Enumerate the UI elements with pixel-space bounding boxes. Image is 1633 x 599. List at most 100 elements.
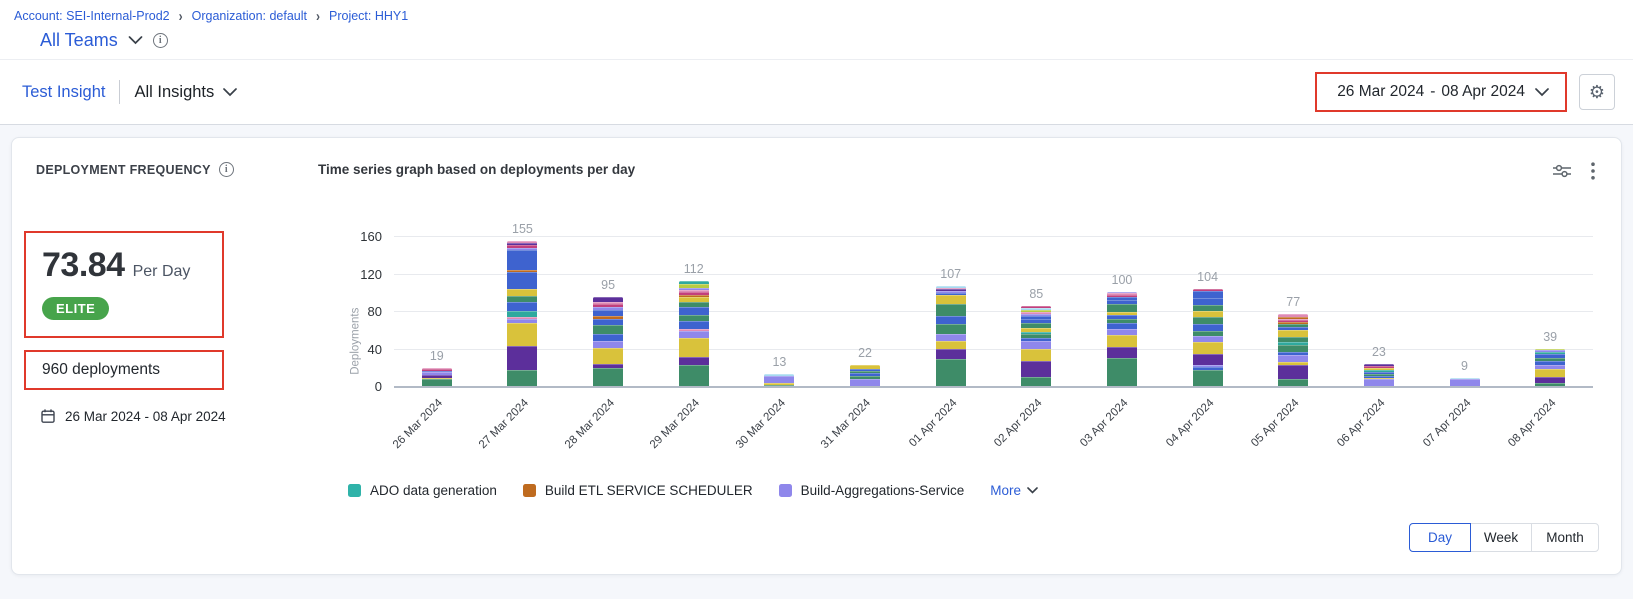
legend-more-link[interactable]: More [990,483,1038,498]
bar[interactable] [935,285,966,386]
widget-menu-button[interactable] [1591,162,1595,185]
legend-item[interactable]: Build ETL SERVICE SCHEDULER [522,483,753,498]
x-tick-label: 06 Apr 2024 [1335,397,1388,450]
team-selector[interactable]: All Teams [40,30,118,50]
chevron-down-icon [1535,87,1549,97]
bar-segment [593,296,624,302]
bar-value-label: 85 [1029,287,1044,302]
bar-segment [678,283,709,288]
chart-title: Time series graph based on deployments p… [318,162,636,177]
bar-segment [1278,365,1309,379]
breadcrumb-separator-icon: › [316,7,320,25]
breadcrumb-account-link[interactable]: Account: SEI-Internal-Prod2 [14,9,170,23]
info-icon[interactable]: i [152,33,168,48]
bar-segment [593,318,624,326]
bar[interactable] [421,368,452,386]
bar-segment [1192,367,1223,371]
bar-segment [1535,376,1566,384]
granularity-month-button[interactable]: Month [1531,523,1599,552]
bar-segment [1363,373,1394,376]
bar-segment [1106,357,1137,386]
x-tick-label: 02 Apr 2024 [992,397,1045,450]
bar-segment [678,314,709,322]
bar-segment [1021,334,1052,339]
bar-segment [678,330,709,339]
insights-dropdown[interactable]: All Insights [134,83,238,102]
bar-segment [1021,315,1052,319]
bar[interactable] [593,296,624,386]
settings-button[interactable]: ⚙ [1579,74,1615,110]
bar[interactable] [850,365,881,386]
bar-segment [507,250,538,270]
bar-segment [1021,338,1052,341]
bar-segment [507,242,538,246]
x-tick-label: 04 Apr 2024 [1163,397,1217,450]
date-range-selector[interactable]: 26 Mar 2024-08 Apr 2024 [1315,72,1567,112]
bar-segment [507,248,538,251]
bar[interactable] [764,373,795,386]
bar-segment [850,371,881,373]
x-axis-labels: 26 Mar 2024 27 Mar 2024 28 Mar 2024 29 Mar … [391,387,1593,471]
bar-segment [593,368,624,386]
bar[interactable] [1278,313,1309,386]
x-tick-label: 26 Mar 2024 [391,397,446,452]
bar-segment [421,368,452,370]
bar[interactable] [1535,349,1566,386]
insight-right: 26 Mar 2024-08 Apr 2024 ⚙ [1315,72,1615,112]
bar-segment [935,285,966,288]
insight-name-link[interactable]: Test Insight [22,82,106,101]
info-icon[interactable]: i [218,162,234,177]
bar-segment [1106,299,1137,304]
bar-segment [1021,308,1052,311]
bar-segment [1449,379,1480,386]
granularity-week-button[interactable]: Week [1470,523,1532,552]
bar-segment [1106,295,1137,297]
bar[interactable] [507,240,538,386]
bar[interactable] [678,281,709,386]
legend-swatch [522,484,536,497]
legend-item[interactable]: Build-Aggregations-Service [778,483,964,498]
breadcrumb-project-link[interactable]: Project: HHY1 [329,9,409,23]
bar-segment [507,269,538,272]
bar-segment [507,311,538,317]
bar[interactable] [1449,377,1480,386]
chevron-down-icon[interactable] [128,36,143,45]
bar-segment [1106,335,1137,347]
bar-segment [421,378,452,386]
bar[interactable] [1363,364,1394,386]
bar-value-label: 13 [772,354,787,369]
metric-annotation-box: 73.84 Per Day ELITE [24,231,224,338]
bar-segment [593,347,624,364]
calendar-icon [40,408,56,424]
bar-segment [935,289,966,292]
bar-segment [507,240,538,243]
bar-segment [1106,314,1137,320]
gear-icon: ⚙ [1588,81,1606,102]
x-tick-label: 31 Mar 2024 [819,397,874,452]
bar-segment [1535,360,1566,366]
x-tick-label: 07 Apr 2024 [1420,397,1474,450]
bar[interactable] [1106,292,1137,386]
stacked-bar-plot: 0 40 80 120 160 19 155 95 112 13 22 107 85 100 104 77 23… [360,222,1593,394]
bar-segment [1106,296,1137,300]
legend-label: ADO data generation [370,483,497,498]
bar-segment [421,374,452,378]
granularity-day-button[interactable]: Day [1409,523,1471,552]
x-tick-label: 30 Mar 2024 [733,397,788,452]
bar-segment [1278,378,1309,386]
bar-segment [507,288,538,296]
bar-segment [678,281,709,284]
bar-segment [507,318,538,324]
widget-title: DEPLOYMENT FREQUENCY [36,162,211,177]
bar[interactable] [1021,306,1052,386]
gridline [394,311,1593,312]
legend-item[interactable]: ADO data generation [348,483,497,498]
bar-segment [1106,303,1137,312]
y-tick-label: 0 [374,379,382,394]
filter-sliders-button[interactable] [1553,163,1571,184]
bar[interactable] [1192,288,1223,386]
bar-segment [1278,355,1309,362]
breadcrumb-organization-link[interactable]: Organization: default [191,9,307,23]
bar-segment [678,295,709,297]
bar-segment [678,321,709,329]
